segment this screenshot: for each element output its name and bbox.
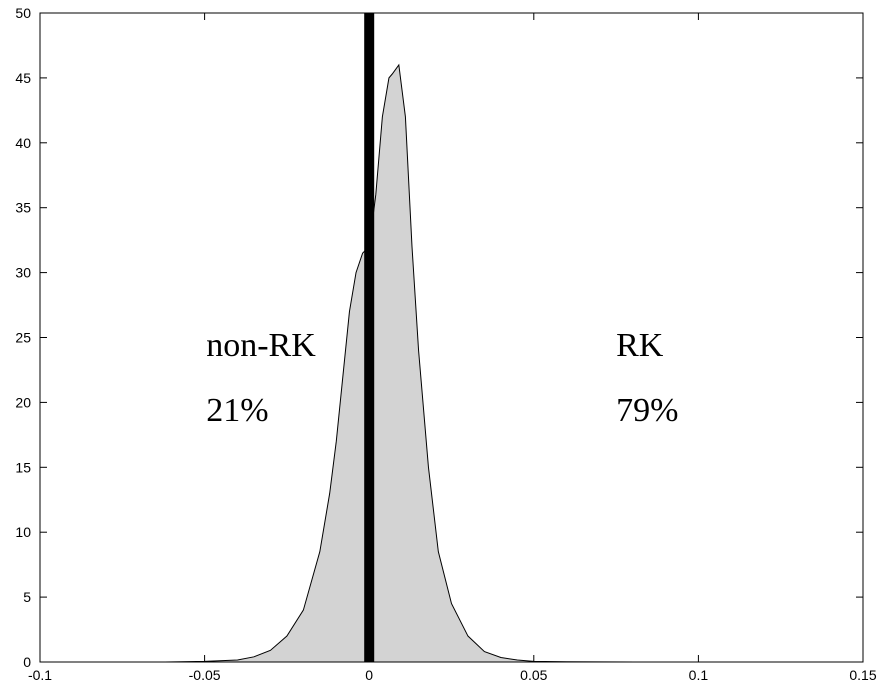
y-tick-label: 20 [15,394,31,410]
y-tick-label: 50 [15,5,31,21]
x-tick-label: -0.1 [28,667,52,683]
axis-ticks: -0.1 -0.05 0 0.05 0.1 0.15 0 5 10 15 20 25 30 35 40 45 5… [15,5,876,683]
y-tick-label: 40 [15,135,31,151]
y-tick-label: 10 [15,524,31,540]
x-tick-label: -0.05 [189,667,221,683]
x-tick-label: 0.1 [689,667,709,683]
annotations: non-RK 21% RK 79% [206,327,678,429]
annotation-text: 21% [206,392,268,429]
x-tick-label: 0 [365,667,373,683]
annotation-text: 79% [616,392,678,429]
y-tick-label: 0 [23,654,31,670]
density-area-layer [165,63,831,663]
annotation-text: RK [616,327,664,364]
y-tick-label: 30 [15,265,31,281]
y-tick-label: 15 [15,459,31,475]
y-tick-label: 25 [15,330,31,346]
plot-frame [39,12,864,663]
y-tick-label: 35 [15,200,31,216]
x-tick-label: 0.05 [520,667,547,683]
y-tick-label: 45 [15,70,31,86]
x-tick-label: 0.15 [849,667,876,683]
y-tick-label: 5 [23,589,31,605]
density-curve-line [165,63,831,663]
density-area-fill [165,64,831,663]
annotation-text: non-RK [206,327,316,364]
